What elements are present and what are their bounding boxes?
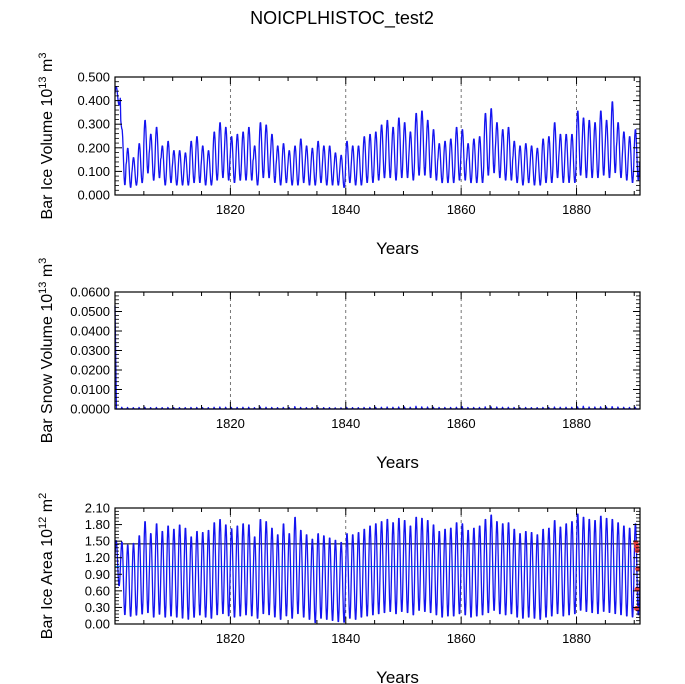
ytick-label: 0.0500 bbox=[70, 304, 110, 319]
ytick-label: 0.400 bbox=[77, 93, 110, 108]
xtick-label: 1880 bbox=[562, 416, 591, 431]
y-axis-label: Bar Ice Volume 1013 m3 bbox=[37, 53, 56, 220]
ytick-label: 1.80 bbox=[85, 517, 110, 532]
ytick-label: 0.00 bbox=[85, 617, 110, 632]
plot-frame-ice-area bbox=[114, 507, 641, 625]
obs-point-2 bbox=[634, 548, 640, 554]
ytick-label: 1.50 bbox=[85, 534, 110, 549]
ytick-label: 0.000 bbox=[77, 188, 110, 203]
figure-title: NOICPLHISTOC_test2 bbox=[250, 8, 434, 29]
x-axis-label: Years bbox=[376, 668, 419, 684]
y-axis-label: Bar Snow Volume 1013 m3 bbox=[37, 258, 56, 444]
xtick-label: 1860 bbox=[447, 202, 476, 217]
panel-ice-area: 1820 1840 1860 1880 0.00 0.30 0.600.90 1.201.50… bbox=[37, 493, 641, 684]
xtick-label: 1840 bbox=[331, 631, 360, 646]
xtick-label: 1820 bbox=[216, 202, 245, 217]
ytick-label: 2.10 bbox=[85, 501, 110, 516]
ytick-label: 0.300 bbox=[77, 117, 110, 132]
ytick-label: 0.0100 bbox=[70, 382, 110, 397]
ytick-label: 0.200 bbox=[77, 140, 110, 155]
x-axis-label: Years bbox=[376, 239, 419, 258]
series-line-ice-volume bbox=[114, 86, 641, 189]
ytick-label: 1.20 bbox=[85, 550, 110, 565]
ytick-label: 0.500 bbox=[77, 70, 110, 85]
series-line-ice-area bbox=[114, 513, 641, 624]
xtick-label: 1840 bbox=[331, 416, 360, 431]
xtick-label: 1880 bbox=[562, 202, 591, 217]
ytick-label: 0.60 bbox=[85, 583, 110, 598]
plot-frame-ice-volume bbox=[114, 76, 641, 196]
xtick-label: 1860 bbox=[447, 631, 476, 646]
xtick-label: 1880 bbox=[562, 631, 591, 646]
ytick-label: 0.0200 bbox=[70, 363, 110, 378]
panel-ice-volume: 1820 1840 1860 1880 0.000 0.100 0.200 0.300 0.40… bbox=[37, 53, 641, 258]
xtick-label: 1860 bbox=[447, 416, 476, 431]
xtick-label: 1820 bbox=[216, 416, 245, 431]
ytick-label: 0.90 bbox=[85, 567, 110, 582]
xtick-label: 1820 bbox=[216, 631, 245, 646]
ytick-label: 0.0600 bbox=[70, 285, 110, 300]
y-axis-label: Bar Ice Area 1012 m2 bbox=[37, 493, 56, 639]
x-axis-label: Years bbox=[376, 453, 419, 472]
ytick-label: 0.0400 bbox=[70, 324, 110, 339]
ytick-label: 0.100 bbox=[77, 164, 110, 179]
panel-snow-volume: 1820 1840 1860 1880 0.0000 0.0100 0.0200 0.0300… bbox=[37, 258, 641, 472]
obs-point-5 bbox=[634, 606, 640, 612]
xtick-label: 1840 bbox=[331, 202, 360, 217]
ytick-label: 0.30 bbox=[85, 600, 110, 615]
ytick-label: 0.0000 bbox=[70, 402, 110, 417]
ytick-label: 0.0300 bbox=[70, 343, 110, 358]
